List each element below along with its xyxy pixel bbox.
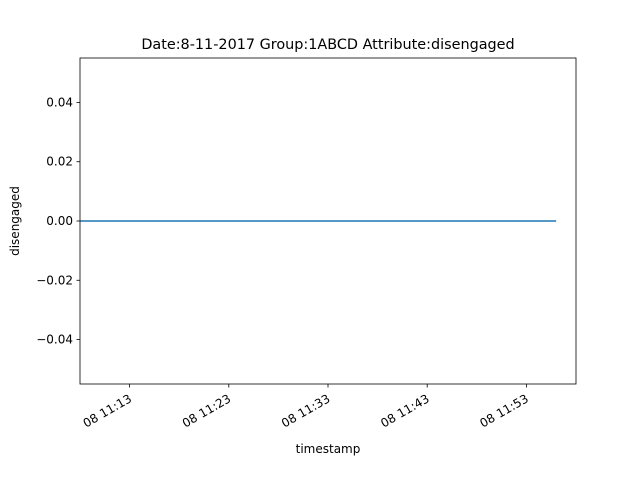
y-axis-label: disengaged [8,186,22,256]
y-tick-label: −0.04 [36,333,73,347]
x-axis-label: timestamp [296,442,361,456]
y-tick-label: −0.02 [36,273,73,287]
y-tick-label: 0.00 [46,214,73,228]
axes-frame [79,57,577,385]
chart-title: Date:8-11-2017 Group:1ABCD Attribute:dis… [141,37,514,53]
y-tick-label: 0.04 [46,95,73,109]
y-axis-ticks: 0.04 0.02 0.00 −0.02 −0.04 [36,95,80,347]
y-tick-label: 0.02 [46,155,73,169]
